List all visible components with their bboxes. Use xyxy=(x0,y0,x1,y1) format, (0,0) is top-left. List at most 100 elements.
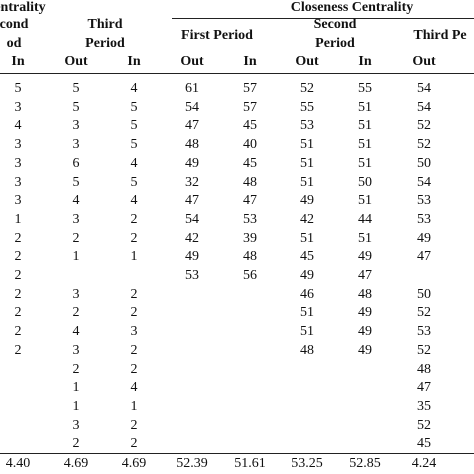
rule xyxy=(172,18,474,19)
cell: 55 xyxy=(300,99,314,115)
cell: 51 xyxy=(300,137,314,153)
cell: 49 xyxy=(358,324,372,340)
cell: 5 xyxy=(72,99,80,115)
period-header: First Period xyxy=(181,28,253,43)
cell: 49 xyxy=(358,249,372,265)
total-cell: 4.24 xyxy=(411,456,437,471)
cell: 47 xyxy=(185,118,199,134)
cell: 2 xyxy=(130,286,138,302)
cell: 48 xyxy=(243,174,257,190)
cell: 2 xyxy=(14,342,22,358)
cell: 55 xyxy=(358,81,372,96)
cell: 5 xyxy=(72,174,80,190)
cell: 2 xyxy=(130,417,138,433)
cell: 51 xyxy=(300,230,314,246)
cell: 35 xyxy=(417,398,431,414)
cell: 4 xyxy=(14,118,22,134)
period-header: od xyxy=(6,36,22,51)
cell: 47 xyxy=(243,193,257,209)
cell: 48 xyxy=(243,249,257,265)
cell: 52 xyxy=(417,137,431,153)
cell: 3 xyxy=(72,417,80,433)
cell: 5 xyxy=(72,81,80,96)
cell: 53 xyxy=(185,268,199,283)
cell: 52 xyxy=(417,305,431,321)
cell: 3 xyxy=(72,137,80,153)
cell: 2 xyxy=(14,249,22,265)
cell: 52 xyxy=(417,417,431,433)
cell: 53 xyxy=(243,211,257,227)
cell: 49 xyxy=(300,268,314,283)
cell: 32 xyxy=(185,174,199,190)
cell: 53 xyxy=(417,211,431,227)
cell: 3 xyxy=(72,342,80,358)
cell: 51 xyxy=(358,155,372,171)
period-header: Third xyxy=(87,17,123,32)
cell: 47 xyxy=(417,249,431,265)
cell: 1 xyxy=(72,398,80,414)
cell: 61 xyxy=(185,81,199,96)
cell: 50 xyxy=(417,155,431,171)
cell: 44 xyxy=(358,211,372,227)
column-header: In xyxy=(243,54,257,69)
cell: 39 xyxy=(243,230,257,246)
cell: 42 xyxy=(185,230,199,246)
cell: 5 xyxy=(130,118,138,134)
cell: 52 xyxy=(417,342,431,358)
cell: 2 xyxy=(130,230,138,246)
cell: 5 xyxy=(130,174,138,190)
cell: 2 xyxy=(130,436,138,452)
cell: 51 xyxy=(300,324,314,340)
cell: 51 xyxy=(358,118,372,134)
cell: 3 xyxy=(72,211,80,227)
cell: 47 xyxy=(358,268,372,283)
cell: 48 xyxy=(417,361,431,377)
group-header: Closeness Centrality xyxy=(290,0,414,15)
cell: 56 xyxy=(243,268,257,283)
cell: 40 xyxy=(243,137,257,153)
cell: 42 xyxy=(300,211,314,227)
cell: 52 xyxy=(417,118,431,134)
cell: 2 xyxy=(14,268,22,283)
cell: 50 xyxy=(417,286,431,302)
cell: 51 xyxy=(358,230,372,246)
cell: 1 xyxy=(14,211,22,227)
cell: 57 xyxy=(243,81,257,96)
period-header: Third Pe xyxy=(413,28,467,43)
cell: 2 xyxy=(14,305,22,321)
cell: 48 xyxy=(185,137,199,153)
total-cell: 52.85 xyxy=(349,456,381,471)
cell: 6 xyxy=(72,155,80,171)
cell: 51 xyxy=(358,137,372,153)
cell: 49 xyxy=(300,193,314,209)
cell: 2 xyxy=(72,305,80,321)
cell: 2 xyxy=(130,305,138,321)
column-header: In xyxy=(127,54,141,69)
cell: 51 xyxy=(300,155,314,171)
cell: 2 xyxy=(130,211,138,227)
period-header: Second xyxy=(313,17,357,32)
cell: 54 xyxy=(417,81,431,96)
column-header: Out xyxy=(64,54,88,69)
cell: 4 xyxy=(130,380,138,396)
cell: 49 xyxy=(358,342,372,358)
cell: 51 xyxy=(358,193,372,209)
cell: 54 xyxy=(417,174,431,190)
cell: 2 xyxy=(14,230,22,246)
cell: 2 xyxy=(72,436,80,452)
column-header: Out xyxy=(295,54,319,69)
cell: 1 xyxy=(130,398,138,414)
cell: 1 xyxy=(72,249,80,265)
total-cell: 4.69 xyxy=(63,456,89,471)
cell: 2 xyxy=(72,230,80,246)
cell: 2 xyxy=(14,324,22,340)
cell: 51 xyxy=(300,305,314,321)
total-cell: 52.39 xyxy=(176,456,208,471)
cell: 2 xyxy=(130,361,138,377)
column-header: Out xyxy=(180,54,204,69)
cell: 2 xyxy=(72,361,80,377)
cell: 2 xyxy=(14,286,22,302)
period-header: Period xyxy=(315,36,355,51)
cell: 3 xyxy=(14,193,22,209)
